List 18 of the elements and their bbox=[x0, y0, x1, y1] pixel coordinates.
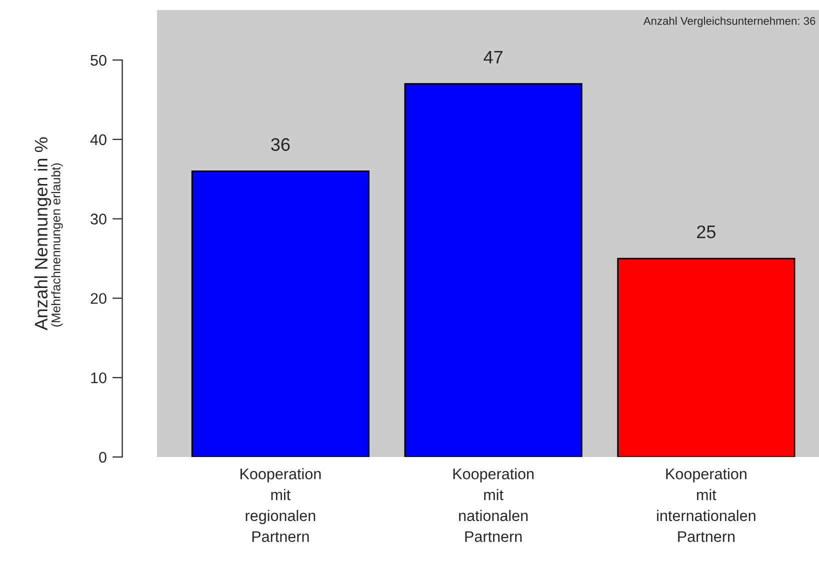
y-tick-label: 50 bbox=[90, 54, 106, 66]
bar bbox=[617, 258, 796, 457]
data-label: 25 bbox=[697, 225, 716, 238]
x-tick-label: Kooperation mit nationalen Partnern bbox=[453, 468, 534, 542]
y-tick-label: 40 bbox=[90, 134, 106, 146]
y-axis-title: Anzahl Nennungen in % bbox=[34, 137, 52, 330]
y-tick-label: 0 bbox=[99, 452, 106, 463]
y-tick-label: 30 bbox=[90, 214, 106, 224]
x-tick-label: Kooperation mit internationalen Partnern bbox=[657, 468, 756, 542]
data-label: 36 bbox=[271, 138, 290, 151]
y-tick-label: 20 bbox=[90, 293, 106, 304]
data-label: 47 bbox=[484, 51, 502, 64]
y-tick-label: 10 bbox=[91, 372, 106, 384]
bar bbox=[191, 170, 370, 457]
bar bbox=[404, 83, 582, 457]
text: (Mehrfachnennungen erlaubt) bbox=[51, 163, 63, 327]
annotation: Anzahl Vergleichsunternehmen: 36 bbox=[643, 16, 816, 28]
x-tick-label: Kooperation mit regionalen Partnern bbox=[240, 468, 321, 542]
